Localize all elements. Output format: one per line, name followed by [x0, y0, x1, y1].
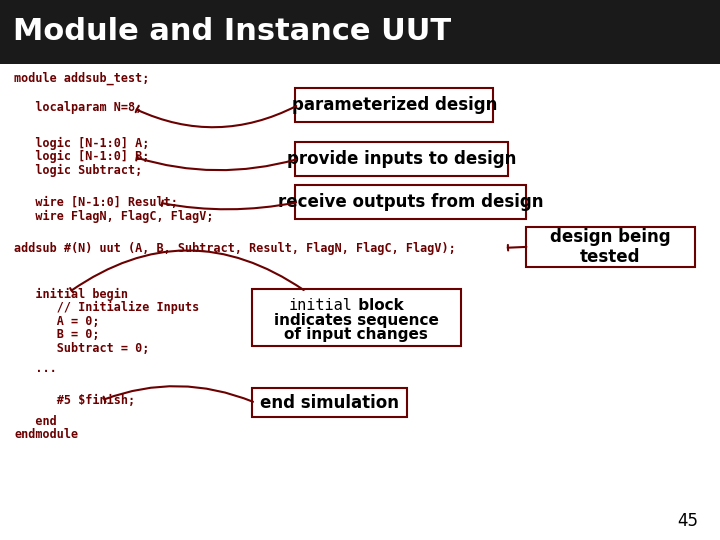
FancyBboxPatch shape [252, 289, 461, 346]
Text: addsub #(N) uut (A, B, Subtract, Result, FlagN, FlagC, FlagV);: addsub #(N) uut (A, B, Subtract, Result,… [14, 242, 456, 255]
Text: provide inputs to design: provide inputs to design [287, 150, 516, 168]
Text: logic [N-1:0] A;: logic [N-1:0] A; [14, 137, 150, 150]
Text: localparam N=8;: localparam N=8; [14, 102, 143, 114]
Text: of input changes: of input changes [284, 327, 428, 342]
Text: Module and Instance UUT: Module and Instance UUT [13, 17, 451, 46]
Text: indicates sequence: indicates sequence [274, 313, 438, 328]
Text: #5 $finish;: #5 $finish; [14, 394, 135, 407]
FancyBboxPatch shape [295, 185, 526, 219]
FancyBboxPatch shape [526, 227, 695, 267]
Text: B = 0;: B = 0; [14, 328, 100, 341]
FancyBboxPatch shape [295, 142, 508, 176]
Text: end: end [14, 415, 57, 428]
FancyBboxPatch shape [0, 0, 720, 64]
Text: Subtract = 0;: Subtract = 0; [14, 342, 150, 355]
Text: // Initialize Inputs: // Initialize Inputs [14, 301, 199, 314]
Text: A = 0;: A = 0; [14, 315, 100, 328]
Text: logic Subtract;: logic Subtract; [14, 164, 143, 177]
Text: logic [N-1:0] B;: logic [N-1:0] B; [14, 150, 150, 163]
Text: receive outputs from design: receive outputs from design [278, 193, 543, 211]
Text: module addsub_test;: module addsub_test; [14, 72, 150, 85]
FancyBboxPatch shape [252, 388, 407, 417]
Text: initial begin: initial begin [14, 288, 128, 301]
FancyBboxPatch shape [295, 88, 493, 122]
Text: wire [N-1:0] Result;: wire [N-1:0] Result; [14, 196, 179, 209]
Text: design being
tested: design being tested [550, 228, 670, 266]
Text: wire FlagN, FlagC, FlagV;: wire FlagN, FlagC, FlagV; [14, 210, 214, 222]
Text: 45: 45 [678, 512, 698, 530]
Text: initial: initial [289, 299, 353, 313]
Text: end simulation: end simulation [260, 394, 399, 412]
Text: block: block [353, 299, 403, 313]
Text: endmodule: endmodule [14, 428, 78, 441]
Text: ...: ... [14, 362, 57, 375]
Text: parameterized design: parameterized design [292, 96, 497, 114]
